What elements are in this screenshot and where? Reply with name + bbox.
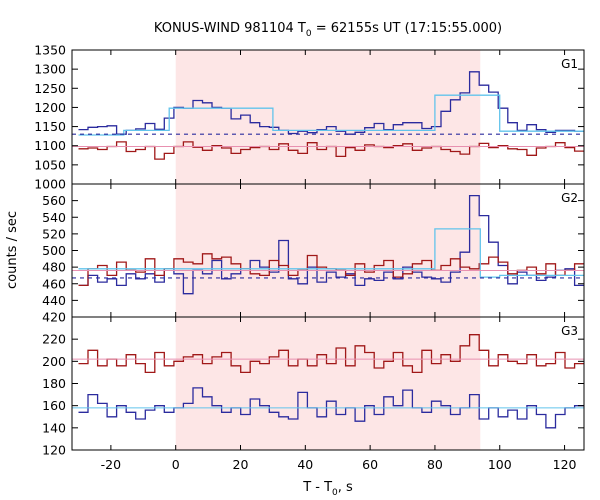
y-tick-label: 1000 [34,177,66,192]
y-tick-label: 1100 [34,138,66,153]
y-tick-label: 160 [42,398,66,413]
panel-label-G3: G3 [561,324,578,338]
y-tick-label: 180 [42,376,66,391]
x-tick-label: 20 [233,457,249,472]
y-tick-label: 140 [42,420,66,435]
shaded-interval [175,50,481,450]
panel-G2-lightblue-series [78,228,584,278]
x-tick-label: 80 [427,457,443,472]
y-tick-label: 480 [42,260,66,275]
y-tick-label: 220 [42,332,66,347]
x-tick-label: 40 [297,457,313,472]
y-tick-label: 1150 [34,119,66,134]
panel-label-G1: G1 [561,57,578,71]
y-tick-label: 520 [42,226,66,241]
y-tick-label: 1250 [34,81,66,96]
y-tick-label: 500 [42,243,66,258]
x-axis-label: T - T0, s [302,480,353,498]
panel-G1-blue-series [78,71,584,135]
y-tick-label: 1350 [34,43,66,58]
chart-title: KONUS-WIND 981104 T0 = 62155s UT (17:15:… [154,21,502,39]
y-tick-label: 1300 [34,62,66,77]
y-tick-label: 560 [42,193,66,208]
y-tick-label: 540 [42,210,66,225]
y-tick-label: 120 [42,443,66,458]
y-tick-label: 200 [42,354,66,369]
y-tick-label: 1050 [34,157,66,172]
x-tick-label: 120 [553,457,577,472]
y-tick-label: 460 [42,276,66,291]
panel-G1-lightblue-series [78,94,584,136]
y-axis-label: counts / sec [5,211,20,289]
y-tick-label: 1200 [34,100,66,115]
x-tick-label: 100 [488,457,512,472]
panel-label-G2: G2 [561,191,578,205]
x-tick-label: 0 [172,457,180,472]
plot-area: 10001050110011501200125013001350G1420440… [34,43,585,472]
x-tick-label: 60 [362,457,378,472]
y-tick-label: 420 [42,310,66,325]
x-tick-label: -20 [101,457,121,472]
y-tick-label: 440 [42,293,66,308]
panel-G3-blue-series [78,387,584,429]
